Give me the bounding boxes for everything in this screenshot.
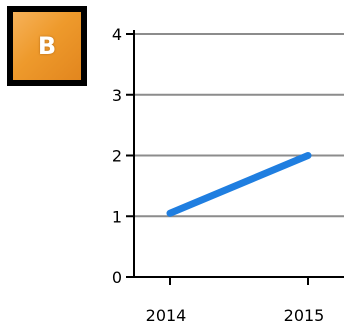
badge-tile: B: [13, 12, 81, 80]
grid-lines: [134, 33, 344, 218]
x-tick-label: 2014: [146, 306, 187, 323]
y-tick-label: 2: [112, 147, 122, 166]
y-tick-label: 4: [112, 25, 122, 44]
series-line-0: [166, 152, 312, 217]
x-tick-label: 2015: [284, 306, 325, 323]
axes: [126, 30, 344, 285]
tick-labels: 0 1 2 3 4 2014 2015: [112, 25, 325, 323]
y-tick-label: 0: [112, 268, 122, 287]
y-tick-label: 1: [112, 207, 122, 226]
badge-frame: B: [7, 6, 87, 86]
y-tick-label: 3: [112, 86, 122, 105]
series: [166, 152, 312, 217]
badge-letter: B: [37, 32, 57, 60]
